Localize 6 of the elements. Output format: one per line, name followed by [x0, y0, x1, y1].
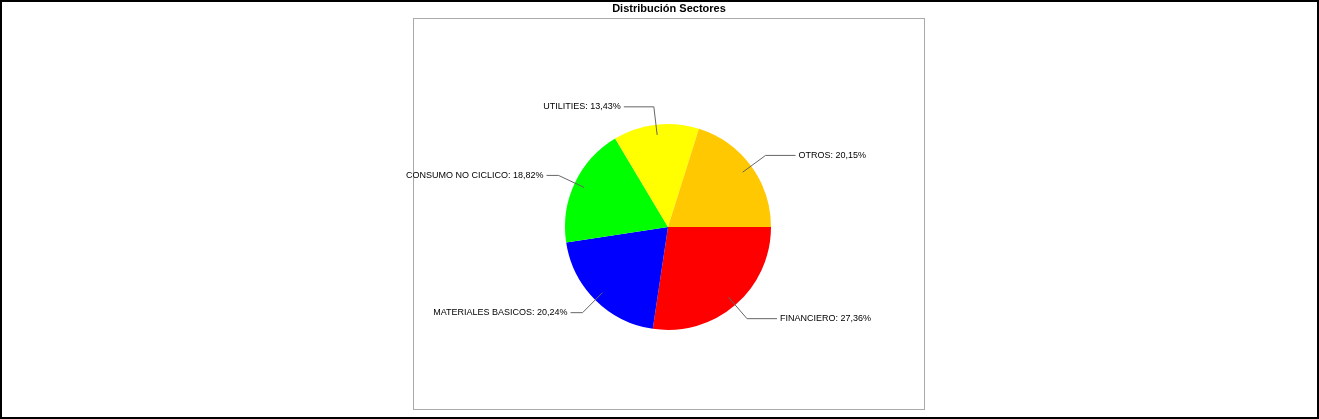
- slice-label: FINANCIERO: 27,36%: [779, 313, 872, 324]
- chart-title: Distribución Sectores: [611, 2, 727, 14]
- slice-label: CONSUMO NO CICLICO: 18,82%: [406, 169, 544, 180]
- slice-label: UTILITIES: 13,43%: [543, 101, 621, 112]
- slice-label: OTROS: 20,15%: [798, 149, 867, 160]
- slice-label: MATERIALES BASICOS: 20,24%: [433, 307, 568, 318]
